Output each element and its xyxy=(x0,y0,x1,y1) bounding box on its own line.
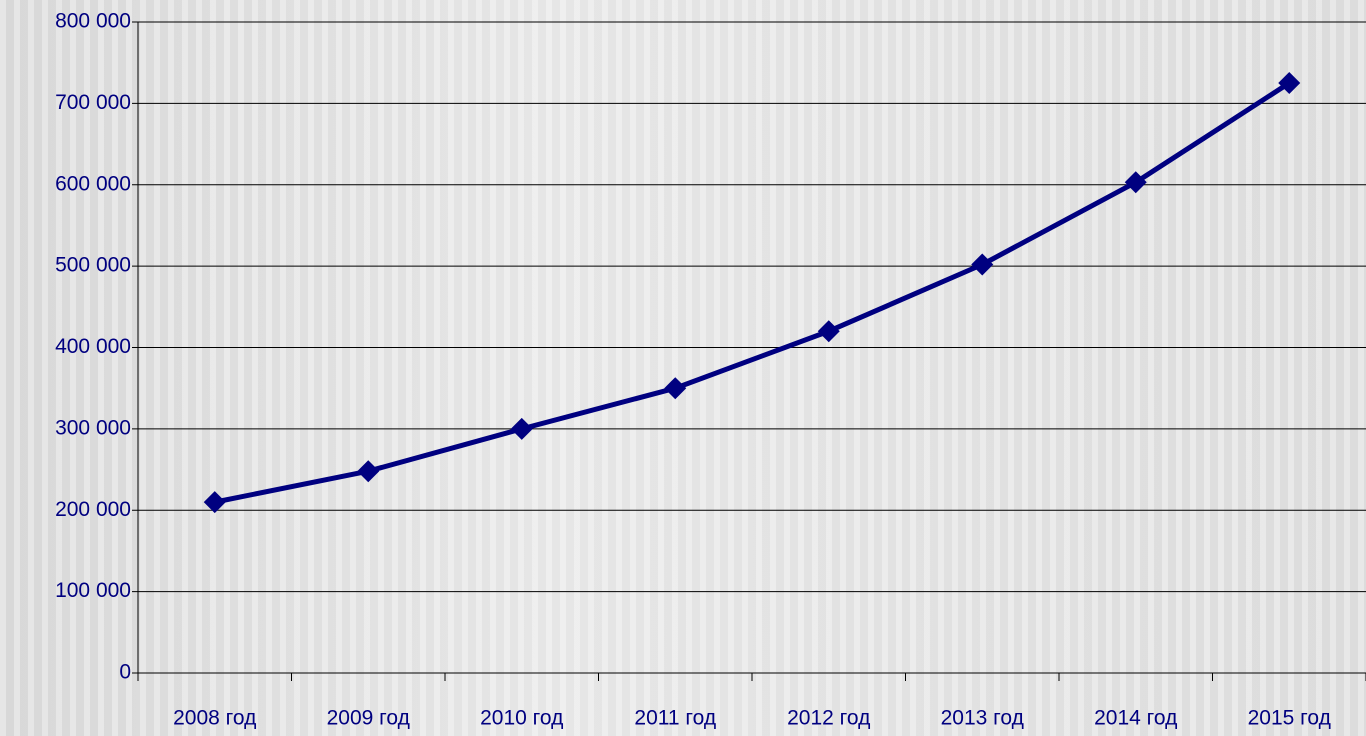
y-tick-label: 700 000 xyxy=(55,91,131,114)
x-tick-label: 2014 год xyxy=(1094,707,1177,730)
y-tick-label: 300 000 xyxy=(55,416,131,439)
x-tick-label: 2008 год xyxy=(173,707,256,730)
x-tick-label: 2011 год xyxy=(634,707,716,730)
x-tick-label: 2009 год xyxy=(327,707,410,730)
y-tick-label: 500 000 xyxy=(55,254,131,277)
point-marker xyxy=(971,253,994,276)
point-marker xyxy=(1278,72,1301,95)
point-marker xyxy=(664,377,687,400)
x-tick-label: 2010 год xyxy=(480,707,563,730)
point-marker xyxy=(1124,171,1147,194)
x-tick-label: 2012 год xyxy=(787,707,870,730)
y-tick-label: 0 xyxy=(119,661,131,684)
y-tick-label: 200 000 xyxy=(55,498,131,521)
x-tick-label: 2013 год xyxy=(941,707,1024,730)
series-line xyxy=(214,80,1291,505)
point-marker xyxy=(357,460,380,483)
y-tick-label: 400 000 xyxy=(55,335,131,358)
y-tick-label: 100 000 xyxy=(55,579,131,602)
point-marker xyxy=(817,320,840,343)
x-tick-label: 2015 год xyxy=(1248,707,1331,730)
y-tick-label: 800 000 xyxy=(55,10,131,33)
point-marker xyxy=(203,491,226,514)
point-marker xyxy=(510,417,533,440)
y-tick-label: 600 000 xyxy=(55,172,131,195)
